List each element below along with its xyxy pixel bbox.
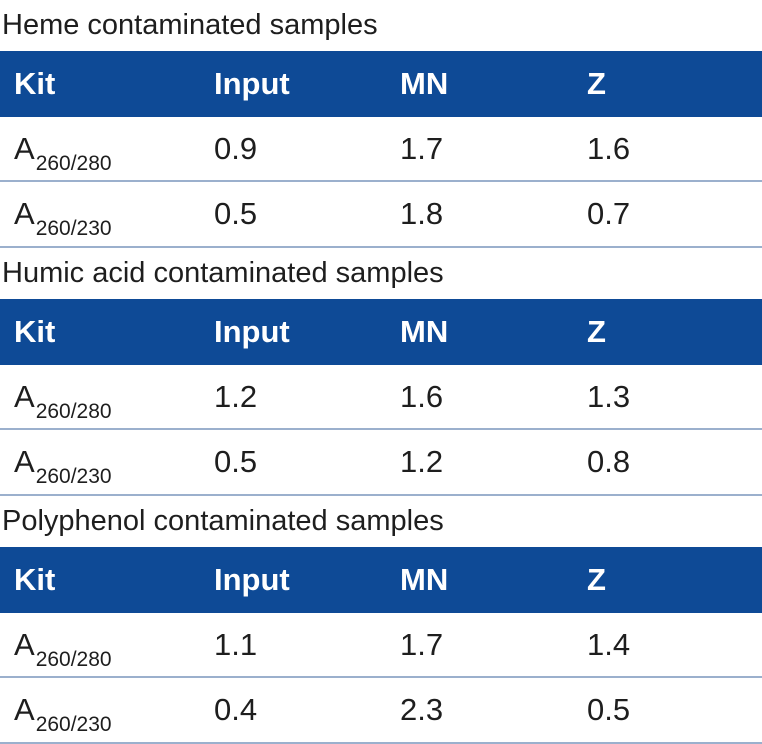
kit-subscript: 260/280 (35, 647, 112, 671)
table-row: A 260/230 0.4 2.3 0.5 (0, 678, 762, 744)
row-z-value: 1.3 (587, 378, 631, 414)
section-polyphenol: Polyphenol contaminated samples Kit Inpu… (0, 496, 762, 744)
row-kit-label: A 260/230 (14, 430, 112, 494)
header-kit: Kit (14, 314, 56, 349)
section-heme: Heme contaminated samples Kit Input MN Z… (0, 0, 762, 248)
row-kit-label: A 260/230 (14, 678, 112, 742)
header-kit: Kit (14, 66, 56, 101)
table-header-row: Kit Input MN Z (0, 299, 762, 365)
row-z-value: 0.8 (587, 444, 631, 479)
header-z: Z (587, 562, 606, 597)
kit-main-text: A (14, 378, 35, 414)
row-input-value: 0.5 (214, 444, 258, 479)
kit-main-text: A (14, 626, 35, 662)
row-z-value: 1.4 (587, 626, 631, 662)
header-mn: MN (400, 314, 449, 349)
section-title: Polyphenol contaminated samples (2, 505, 444, 537)
header-z: Z (587, 314, 606, 349)
header-mn: MN (400, 562, 449, 597)
table-row: A 260/280 1.1 1.7 1.4 (0, 613, 762, 678)
table-row: A 260/230 0.5 1.8 0.7 (0, 182, 762, 248)
row-mn-value: 1.7 (400, 130, 444, 166)
row-input-value: 0.4 (214, 692, 258, 727)
row-mn-value: 1.8 (400, 196, 444, 231)
section-humic-acid: Humic acid contaminated samples Kit Inpu… (0, 248, 762, 496)
kit-main-text: A (14, 196, 35, 231)
row-z-value: 1.6 (587, 130, 631, 166)
header-kit: Kit (14, 562, 56, 597)
row-kit-label: A 260/230 (14, 182, 112, 246)
header-z: Z (587, 66, 606, 101)
header-input: Input (214, 314, 290, 349)
row-z-value: 0.7 (587, 196, 631, 231)
row-mn-value: 2.3 (400, 692, 444, 727)
section-title: Heme contaminated samples (2, 9, 378, 41)
row-z-value: 0.5 (587, 692, 631, 727)
table-row: A 260/280 1.2 1.6 1.3 (0, 365, 762, 430)
row-kit-label: A 260/280 (14, 117, 112, 180)
row-input-value: 0.9 (214, 130, 258, 166)
header-mn: MN (400, 66, 449, 101)
kit-subscript: 260/230 (35, 217, 112, 240)
row-input-value: 1.1 (214, 626, 258, 662)
kit-subscript: 260/280 (35, 151, 112, 175)
table-header-row: Kit Input MN Z (0, 547, 762, 613)
section-title: Humic acid contaminated samples (2, 257, 444, 289)
header-input: Input (214, 66, 290, 101)
row-mn-value: 1.2 (400, 444, 444, 479)
kit-main-text: A (14, 692, 35, 727)
row-input-value: 0.5 (214, 196, 258, 231)
table-row: A 260/280 0.9 1.7 1.6 (0, 117, 762, 182)
table-header-row: Kit Input MN Z (0, 51, 762, 117)
table-row: A 260/230 0.5 1.2 0.8 (0, 430, 762, 496)
kit-subscript: 260/230 (35, 713, 112, 736)
row-kit-label: A 260/280 (14, 613, 112, 676)
row-mn-value: 1.7 (400, 626, 444, 662)
kit-subscript: 260/230 (35, 465, 112, 488)
kit-main-text: A (14, 444, 35, 479)
header-input: Input (214, 562, 290, 597)
row-mn-value: 1.6 (400, 378, 444, 414)
row-input-value: 1.2 (214, 378, 258, 414)
kit-main-text: A (14, 130, 35, 166)
kit-subscript: 260/280 (35, 399, 112, 423)
row-kit-label: A 260/280 (14, 365, 112, 428)
